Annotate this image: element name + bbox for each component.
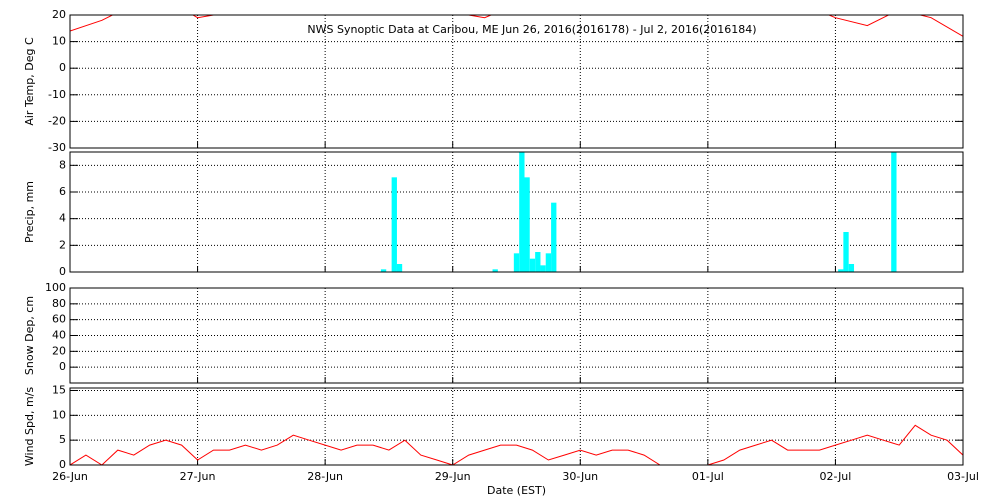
y-tick-label: 20 [52, 8, 66, 21]
bar [391, 177, 397, 272]
y-tick-label: 0 [59, 265, 66, 278]
bar [848, 264, 855, 272]
y-tick-label: 10 [52, 35, 66, 48]
y-tick-label: 0 [59, 360, 66, 373]
y-tick-label: 0 [59, 61, 66, 74]
y-tick-label: 100 [45, 281, 66, 294]
bar [535, 252, 541, 272]
bar [513, 253, 520, 272]
panel-frame [69, 387, 964, 466]
x-tick-label: 27-Jun [180, 470, 216, 483]
bar [540, 265, 546, 272]
bar [519, 152, 525, 272]
bar [396, 264, 403, 272]
y-axis-label: Precip, mm [23, 181, 36, 243]
x-tick-label: 02-Jul [819, 470, 851, 483]
y-tick-label: 6 [59, 185, 66, 198]
bar [891, 152, 897, 272]
chart-title: NWS Synoptic Data at Caribou, ME Jun 26,… [307, 23, 756, 36]
data-line [70, 424, 963, 465]
y-tick-label: 80 [52, 297, 66, 310]
panel-frame [69, 14, 964, 149]
plot-area [380, 152, 897, 272]
bar [529, 258, 536, 272]
x-tick-label: 26-Jun [52, 470, 88, 483]
x-tick-label: 28-Jun [307, 470, 343, 483]
y-tick-label: 8 [59, 158, 66, 171]
y-tick-label: -20 [48, 114, 66, 127]
x-tick-label: 30-Jun [562, 470, 598, 483]
y-tick-label: -30 [48, 141, 66, 154]
y-tick-label: 20 [52, 344, 66, 357]
y-axis-label: Wind Spd, m/s [23, 387, 36, 467]
y-tick-label: 10 [52, 408, 66, 421]
x-tick-label: 01-Jul [692, 470, 724, 483]
panel-frame [69, 151, 964, 273]
y-tick-label: 4 [59, 212, 66, 225]
y-tick-label: 40 [52, 329, 66, 342]
bar [843, 232, 849, 272]
y-axis-label: Air Temp, Deg C [23, 37, 36, 126]
plot-area [70, 424, 963, 465]
y-tick-label: 15 [52, 383, 66, 396]
x-tick-label: 03-Jul [947, 470, 979, 483]
y-tick-label: 5 [59, 433, 66, 446]
bar [838, 269, 844, 272]
x-tick-label: 29-Jun [435, 470, 471, 483]
x-axis-label: Date (EST) [487, 484, 546, 497]
y-tick-label: 0 [59, 458, 66, 471]
bar [524, 177, 530, 272]
y-tick-label: 60 [52, 313, 66, 326]
y-axis-label: Snow Dep, cm [23, 296, 36, 375]
y-tick-label: -10 [48, 88, 66, 101]
bar [551, 202, 557, 272]
bar [545, 253, 552, 272]
panel-frame [69, 287, 964, 384]
bar [380, 269, 387, 272]
bar [492, 269, 498, 272]
y-tick-label: 2 [59, 238, 66, 251]
